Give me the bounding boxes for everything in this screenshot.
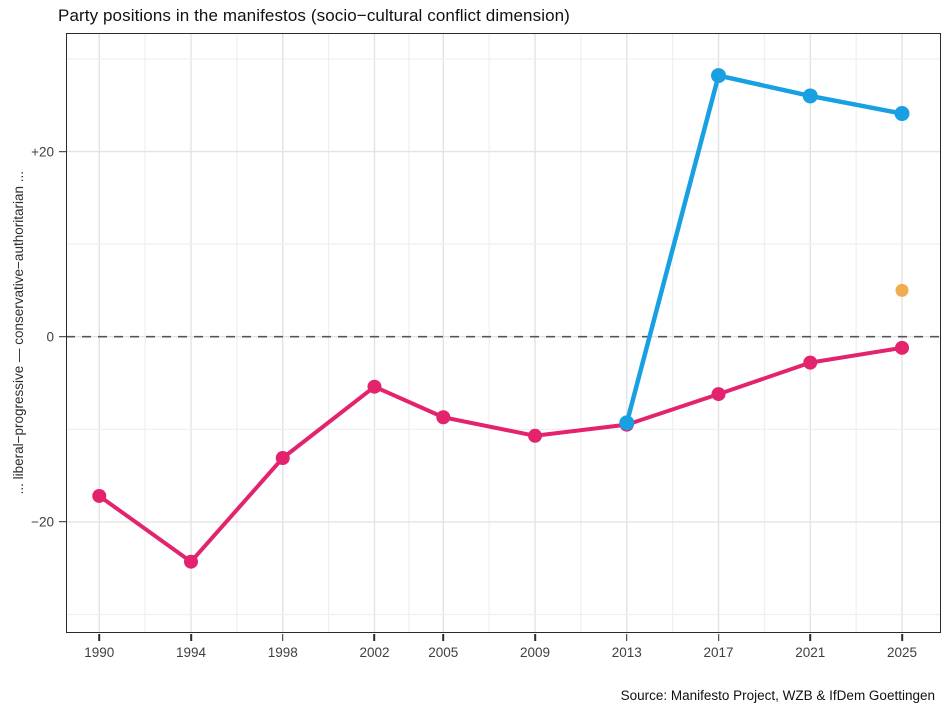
x-tick-mark — [281, 633, 284, 641]
x-tick-label: 2013 — [611, 645, 642, 660]
blue-party-point — [711, 68, 727, 84]
x-tick-label: 2005 — [428, 645, 459, 660]
x-tick-mark — [809, 633, 812, 641]
x-tick-label: 1998 — [267, 645, 298, 660]
x-tick-mark — [98, 633, 101, 641]
x-tick-mark — [190, 633, 192, 641]
x-tick-label: 2017 — [703, 645, 734, 660]
blue-party-line — [624, 73, 905, 426]
y-tick-label: +20 — [31, 144, 54, 160]
plot-panel — [66, 33, 941, 633]
pink-party-point — [711, 387, 726, 402]
source-caption: Source: Manifesto Project, WZB & IfDem G… — [620, 688, 935, 703]
y-tick-label: −20 — [31, 514, 54, 530]
x-tick-label: 2021 — [795, 645, 826, 660]
x-tick-label: 1994 — [175, 645, 207, 660]
blue-party-point — [894, 106, 910, 122]
orange-party-point — [895, 283, 909, 297]
x-tick-label: 1990 — [84, 645, 115, 660]
x-tick-mark — [373, 633, 376, 641]
pink-party-point — [367, 379, 382, 394]
x-tick-mark — [534, 633, 536, 641]
plot-area-svg — [66, 33, 941, 633]
pink-party-point — [436, 410, 451, 425]
x-tick-label: 2009 — [520, 645, 551, 660]
y-tick-mark — [59, 521, 66, 523]
pink-party-point — [895, 340, 910, 355]
y-tick-mark — [59, 150, 66, 153]
x-tick-mark — [442, 633, 445, 641]
pink-party-point — [803, 355, 818, 370]
blue-party-point — [802, 88, 818, 104]
pink-party-line — [97, 345, 905, 564]
x-tick-label: 2002 — [359, 645, 390, 660]
pink-party-point — [528, 428, 543, 443]
pink-party-point — [184, 554, 198, 569]
pink-party-point — [275, 451, 290, 465]
x-tick-label: 2025 — [886, 645, 918, 660]
x-tick-mark — [625, 633, 628, 641]
y-tick-label: 0 — [46, 329, 54, 345]
pink-party-point — [92, 488, 107, 503]
x-tick-mark — [901, 633, 903, 641]
x-tick-mark — [717, 633, 720, 641]
y-tick-mark — [59, 335, 66, 338]
chart-title: Party positions in the manifestos (socio… — [58, 6, 570, 25]
blue-party-point — [619, 415, 635, 431]
